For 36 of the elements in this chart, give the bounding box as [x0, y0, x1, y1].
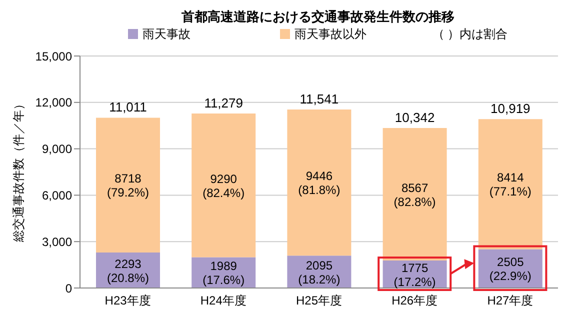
- y-axis-title: 総交通事故件数（件／年）: [11, 98, 26, 243]
- data-label: 2505 (22.9%): [489, 255, 532, 284]
- data-label: 2095 (18.2%): [298, 258, 340, 286]
- x-tick-label: H23年度: [104, 294, 151, 308]
- y-tick-label: 0: [65, 281, 72, 296]
- bar: [478, 119, 542, 250]
- y-tick-label: 9,000: [42, 142, 72, 156]
- y-tick-label: 3,000: [42, 234, 72, 249]
- data-label: 8567 (82.8%): [394, 180, 436, 209]
- bar: [287, 110, 352, 256]
- total-label: 10,919: [490, 101, 530, 116]
- y-tick-label: 6,000: [42, 188, 72, 202]
- total-label: 11,279: [204, 96, 243, 111]
- x-tick-label: H24年度: [200, 294, 246, 308]
- y-tick-label: 15,000: [35, 49, 72, 64]
- total-label: 11,541: [300, 92, 339, 106]
- x-tick-label: H26年度: [392, 294, 438, 308]
- text: （ ）内は割合: [432, 26, 508, 42]
- data-label: 1989 (17.6%): [202, 259, 245, 288]
- y-tick-label: 12,000: [35, 96, 72, 110]
- x-tick-label: H25年度: [296, 294, 342, 308]
- data-label: 8718 (79.2%): [106, 172, 150, 200]
- data-label: 8414 (77.1%): [489, 170, 532, 199]
- legend-label: 雨天事故: [141, 26, 192, 42]
- legend-label: 雨天事故以外: [293, 26, 368, 42]
- bar: [96, 118, 160, 253]
- total-label: 11,011: [109, 100, 147, 115]
- data-label: 1775 (17.2%): [394, 260, 436, 289]
- total-label: 10,342: [394, 110, 435, 126]
- data-label: 2293 (20.8%): [106, 256, 150, 285]
- bar: [382, 128, 447, 261]
- data-label: 9446 (81.8%): [298, 169, 340, 198]
- chart-title: 首都高速道路における交通事故発生件数の推移: [180, 8, 456, 26]
- x-tick-label: H27年度: [487, 294, 534, 308]
- data-label: 9290 (82.4%): [202, 172, 245, 200]
- bar: [192, 114, 256, 258]
